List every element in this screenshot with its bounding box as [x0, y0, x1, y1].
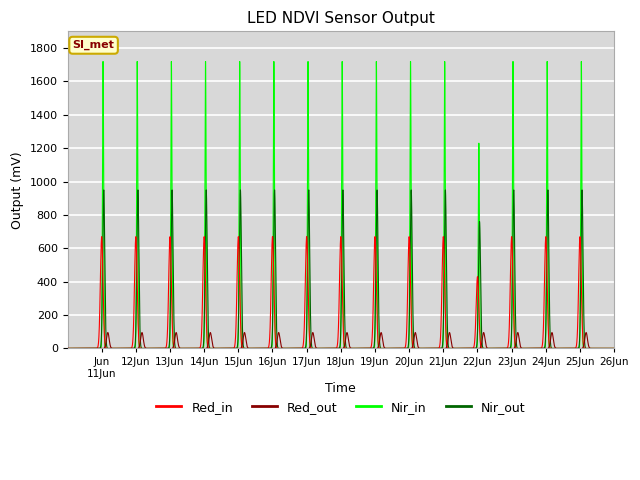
Text: SI_met: SI_met	[72, 40, 115, 50]
Title: LED NDVI Sensor Output: LED NDVI Sensor Output	[247, 11, 435, 26]
Legend: Red_in, Red_out, Nir_in, Nir_out: Red_in, Red_out, Nir_in, Nir_out	[152, 396, 530, 419]
Y-axis label: Output (mV): Output (mV)	[11, 151, 24, 229]
X-axis label: Time: Time	[326, 382, 356, 395]
